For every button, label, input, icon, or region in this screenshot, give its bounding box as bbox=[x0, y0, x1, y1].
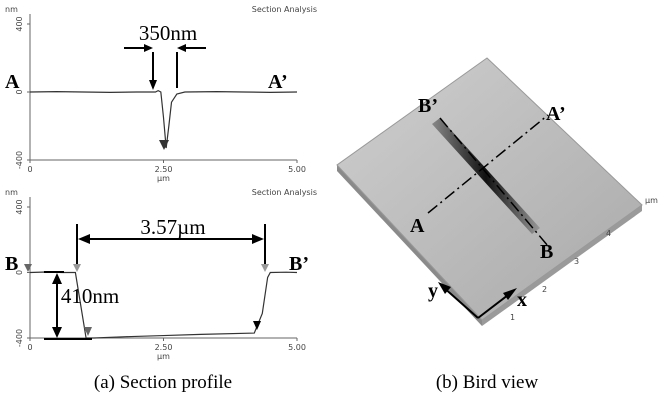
bird-view: B’ A’ A By x1 2 3 4 µm bbox=[337, 58, 658, 326]
annotation: 410nm bbox=[61, 284, 119, 308]
bird-label: B bbox=[540, 241, 553, 263]
x-tick-label: 0 bbox=[27, 343, 32, 352]
annotation: B’ bbox=[289, 253, 309, 275]
bird-tick-label: 3 bbox=[574, 257, 579, 266]
annotation: 3.57µm bbox=[140, 215, 205, 239]
x-unit: µm bbox=[157, 352, 170, 361]
annotation-width: 3.57µm bbox=[77, 215, 265, 268]
bird-label: A bbox=[410, 215, 425, 237]
y-tick-label: -400 bbox=[15, 151, 24, 169]
chart-title: Section Analysis bbox=[252, 5, 317, 14]
annotation: B bbox=[5, 253, 18, 275]
y-tick-label: -400 bbox=[15, 329, 24, 347]
bird-tick-label: 1 bbox=[510, 313, 515, 322]
bird-label: y bbox=[428, 280, 438, 302]
bird-unit: µm bbox=[645, 196, 658, 205]
annotation: A bbox=[5, 71, 20, 93]
x-tick-label: 5.00 bbox=[288, 343, 306, 352]
x-tick-label: 2.50 bbox=[155, 165, 173, 174]
y-tick-label: 400 bbox=[15, 199, 24, 214]
caption: (a) Section profile bbox=[94, 372, 232, 393]
figure: Section Analysisnmµm-400040002.505.00Sec… bbox=[0, 0, 658, 400]
annotation-depth: 410nm bbox=[44, 272, 119, 339]
bird-label: x bbox=[517, 289, 527, 311]
chart-title: Section Analysis bbox=[252, 188, 317, 197]
bird-label: A’ bbox=[546, 103, 566, 125]
annotation: 350nm bbox=[139, 21, 197, 45]
bird-tick-label: 2 bbox=[542, 285, 547, 294]
annotation-350nm: 350nm bbox=[124, 21, 206, 90]
x-tick-label: 2.50 bbox=[155, 343, 173, 352]
annotation: A’ bbox=[268, 71, 288, 93]
bird-tick-label: 4 bbox=[606, 229, 611, 238]
x-tick-label: 0 bbox=[27, 165, 32, 174]
y-tick-label: 400 bbox=[15, 16, 24, 31]
bird-label: B’ bbox=[418, 95, 438, 117]
x-tick-label: 5.00 bbox=[288, 165, 306, 174]
x-unit: µm bbox=[157, 174, 170, 183]
y-unit: nm bbox=[5, 5, 18, 14]
caption: (b) Bird view bbox=[436, 372, 539, 393]
y-unit: nm bbox=[5, 188, 18, 197]
profile-line bbox=[30, 91, 297, 148]
